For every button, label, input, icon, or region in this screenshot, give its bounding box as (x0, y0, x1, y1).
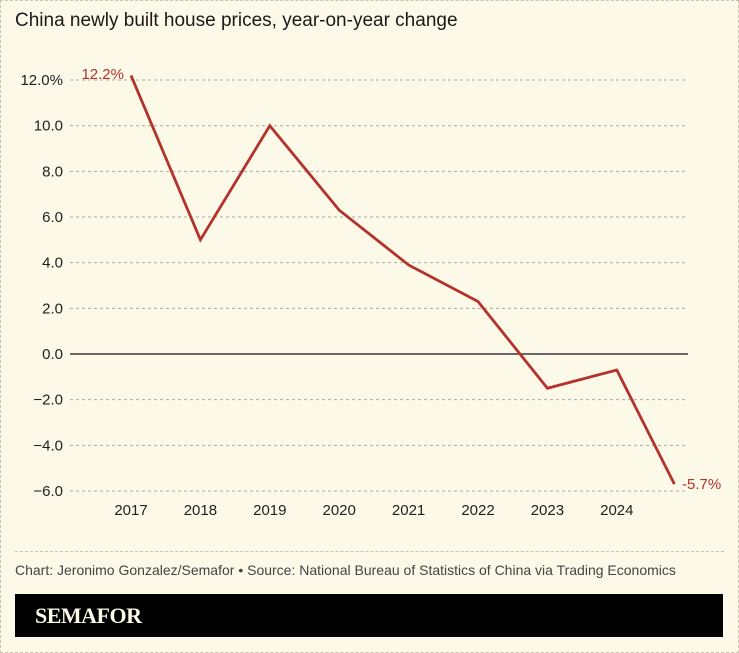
x-tick-label: 2024 (600, 502, 633, 519)
annotation-start: 12.2% (81, 66, 124, 83)
divider (15, 551, 724, 552)
chart-title: China newly built house prices, year-on-… (15, 10, 458, 31)
x-tick-label: 2020 (323, 502, 356, 519)
y-tick-label: 2.0 (42, 300, 63, 317)
y-tick-label: 10.0 (34, 118, 63, 135)
y-tick-label: −6.0 (33, 483, 63, 500)
x-tick-label: 2018 (184, 502, 217, 519)
y-tick-label: 12.0% (20, 72, 63, 89)
semafor-logo: SEMAFOR (35, 603, 142, 628)
x-tick-label: 2019 (253, 502, 286, 519)
y-tick-label: −2.0 (33, 392, 63, 409)
x-tick-label: 2022 (461, 502, 494, 519)
source-credit: Chart: Jeronimo Gonzalez/Semafor • Sourc… (15, 562, 676, 578)
x-tick-label: 2023 (531, 502, 564, 519)
y-tick-label: 6.0 (42, 209, 63, 226)
y-tick-label: −4.0 (33, 437, 63, 454)
y-tick-label: 8.0 (42, 163, 63, 180)
x-tick-label: 2021 (392, 502, 425, 519)
series-line (129, 74, 676, 485)
y-tick-label: 0.0 (42, 346, 63, 363)
annotation-end: -5.7% (682, 476, 721, 493)
footer-banner: SEMAFOR (15, 594, 723, 637)
y-tick-label: 4.0 (42, 255, 63, 272)
line-chart: 12.0% 10.0 8.0 6.0 4.0 2.0 0.0 −2.0 −4.0 −6.0 2017… (20, 66, 721, 519)
x-tick-label: 2017 (114, 502, 147, 519)
